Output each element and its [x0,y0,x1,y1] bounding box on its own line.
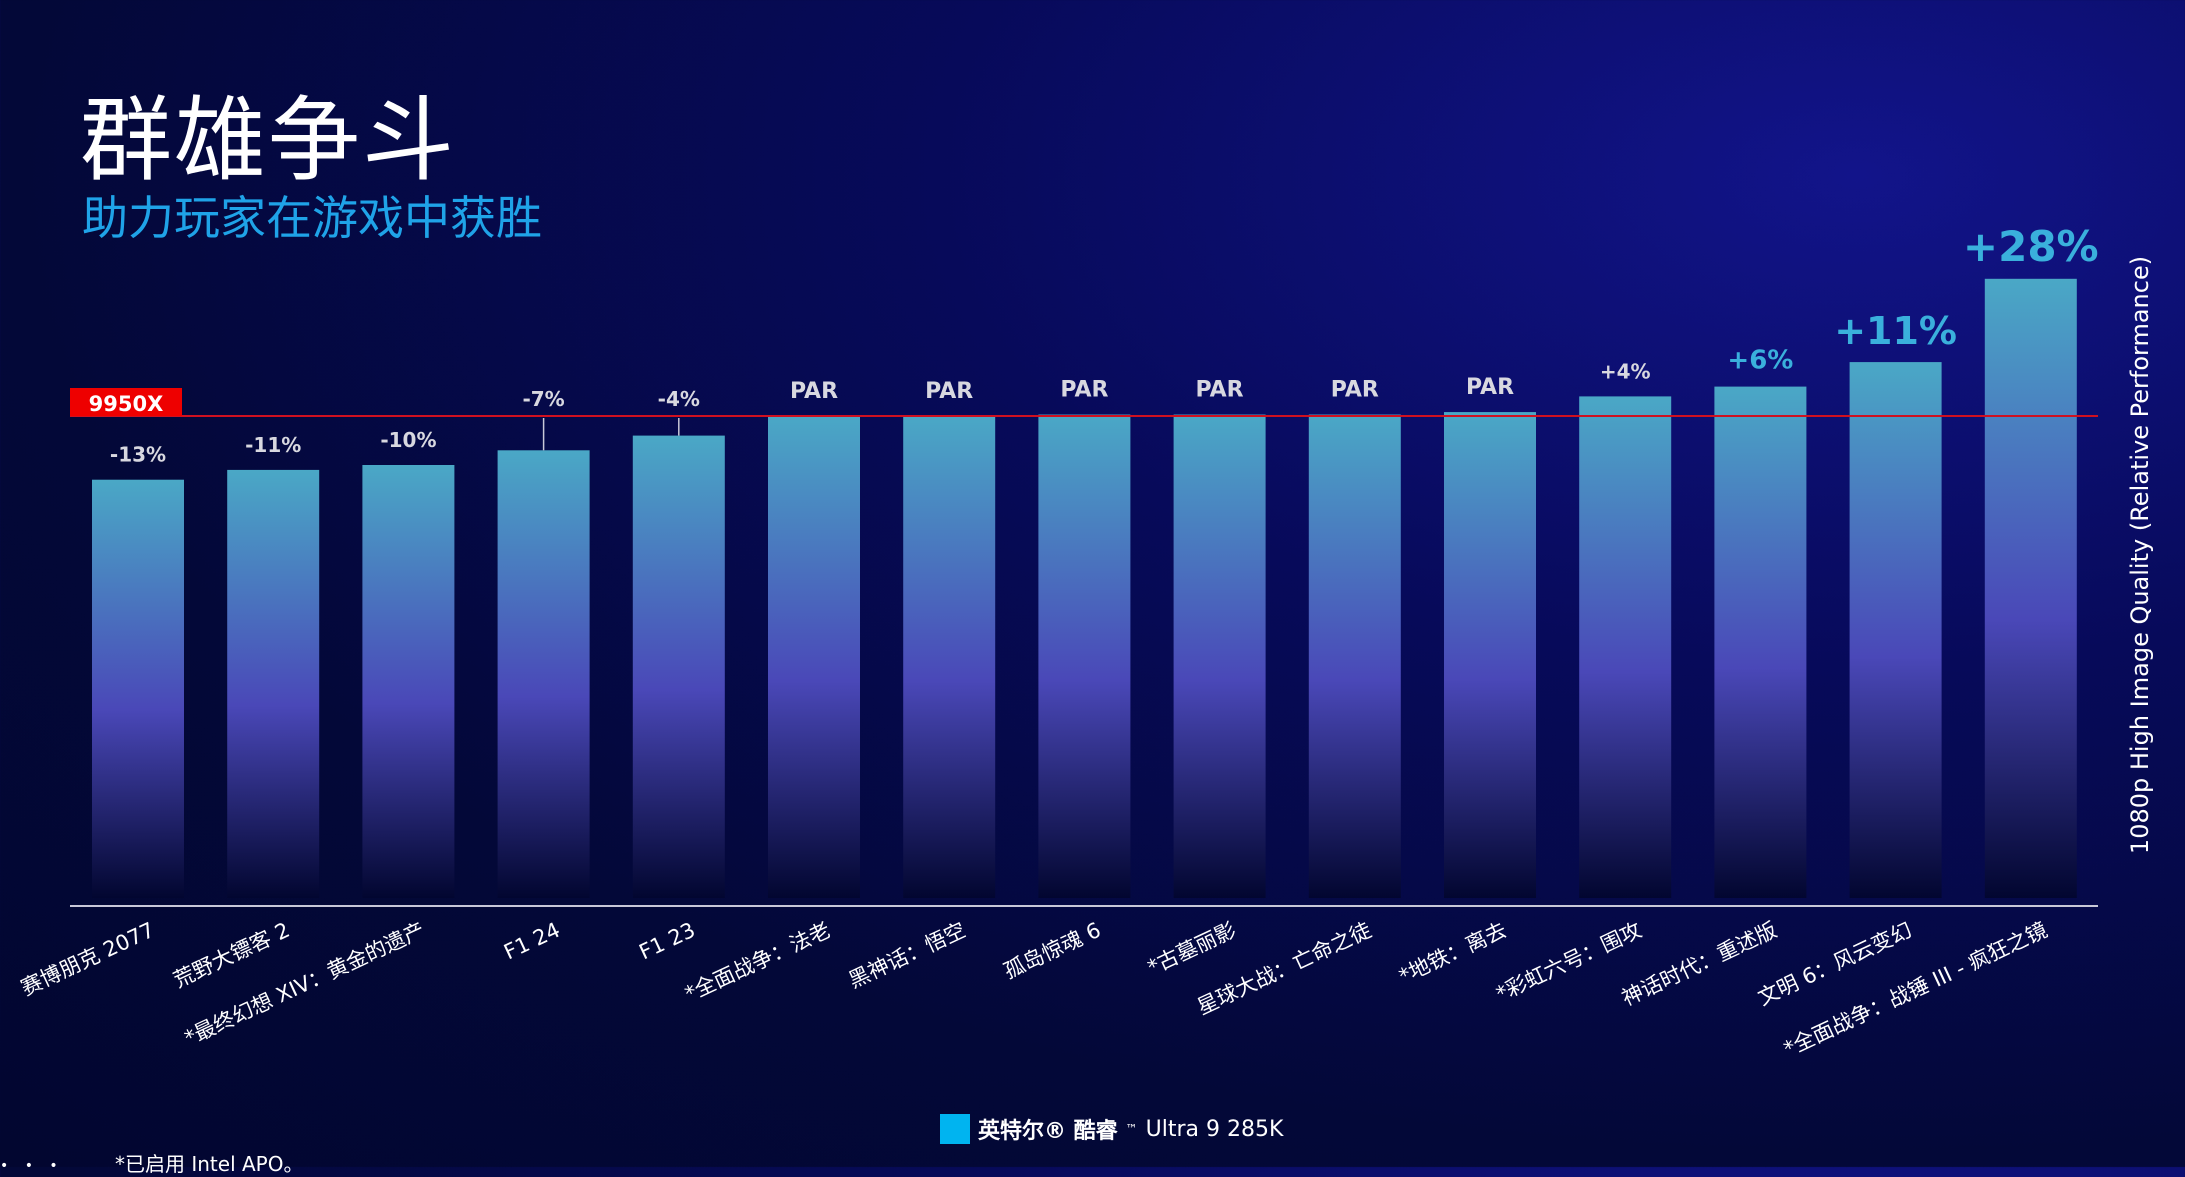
legend-model: Ultra 9 285K [1145,1116,1284,1142]
x-tick-label: 黑神话：悟空 [845,918,969,993]
x-tick-label: *古墓丽影 [1144,918,1240,980]
bar [1444,412,1536,898]
value-label: +4% [1600,359,1651,383]
value-label: +11% [1834,309,1957,353]
bar [1984,278,2077,898]
bar [1579,396,1672,898]
legend-brand: 英特尔® 酷睿 [978,1119,1118,1144]
value-label: -11% [245,433,301,457]
x-tick-label: 荒野大镖客 2 [170,918,293,993]
value-label: PAR [1060,378,1108,403]
value-label: -13% [110,443,166,467]
x-tick-label: *最终幻想 XIV：黄金的遗产 [181,918,429,1051]
page-title: 群雄争斗 [80,87,457,194]
value-label: -4% [658,387,700,411]
bar [632,435,725,898]
value-label: PAR [1331,378,1379,403]
legend: 英特尔® 酷睿 ™ Ultra 9 285K [940,1113,1283,1145]
bar [1173,414,1266,898]
bar [497,450,590,898]
bar [227,469,320,898]
y-axis-label: 1080p High Image Quality (Relative Perfo… [2126,256,2154,854]
footnote: *已启用 Intel APO。 [115,1152,304,1176]
bar [1038,414,1131,898]
value-label: PAR [925,379,973,404]
value-label: PAR [1466,375,1514,400]
value-label: +28% [1963,222,2099,271]
x-tick-label: 孤岛惊魂 6 [1000,918,1104,984]
value-label: +6% [1727,346,1793,376]
baseline-badge [70,388,182,416]
x-tick-labels-group: 赛博朋克 2077 荒野大镖客 2*最终幻想 XIV：黄金的遗产 F1 24 F1 2… [17,918,2051,1061]
bars-group [92,278,2077,899]
x-tick-label: 神话时代：重述版 [1618,918,1780,1011]
legend-swatch [940,1114,970,1144]
value-label: -7% [522,387,564,411]
bar [1308,414,1401,898]
legend-trademark: ™ [1125,1122,1138,1136]
x-tick-label: F1 23 [635,918,698,965]
bar [362,465,455,898]
x-tick-label: 赛博朋克 2077 [17,918,158,1001]
value-label: PAR [790,379,838,404]
value-labels-group: -13% -11% -10% -7% -4% PAR PAR PAR PAR PAR PAR +4% +… [110,222,2099,467]
x-tick-label: F1 24 [500,918,563,965]
baseline-label: 9950X [89,392,164,416]
page-subtitle: 助力玩家在游戏中获胜 [82,191,542,245]
value-label: -10% [380,428,436,452]
bar [1849,362,1942,899]
x-tick-label: *全面战争：法老 [681,918,834,1006]
decorative-dots: • • • [0,1158,64,1174]
bar [1714,386,1807,898]
value-label: PAR [1196,378,1244,403]
bar [768,416,860,898]
bar [92,479,184,898]
x-tick-label: *地铁：离去 [1395,918,1510,989]
bar [903,416,996,898]
